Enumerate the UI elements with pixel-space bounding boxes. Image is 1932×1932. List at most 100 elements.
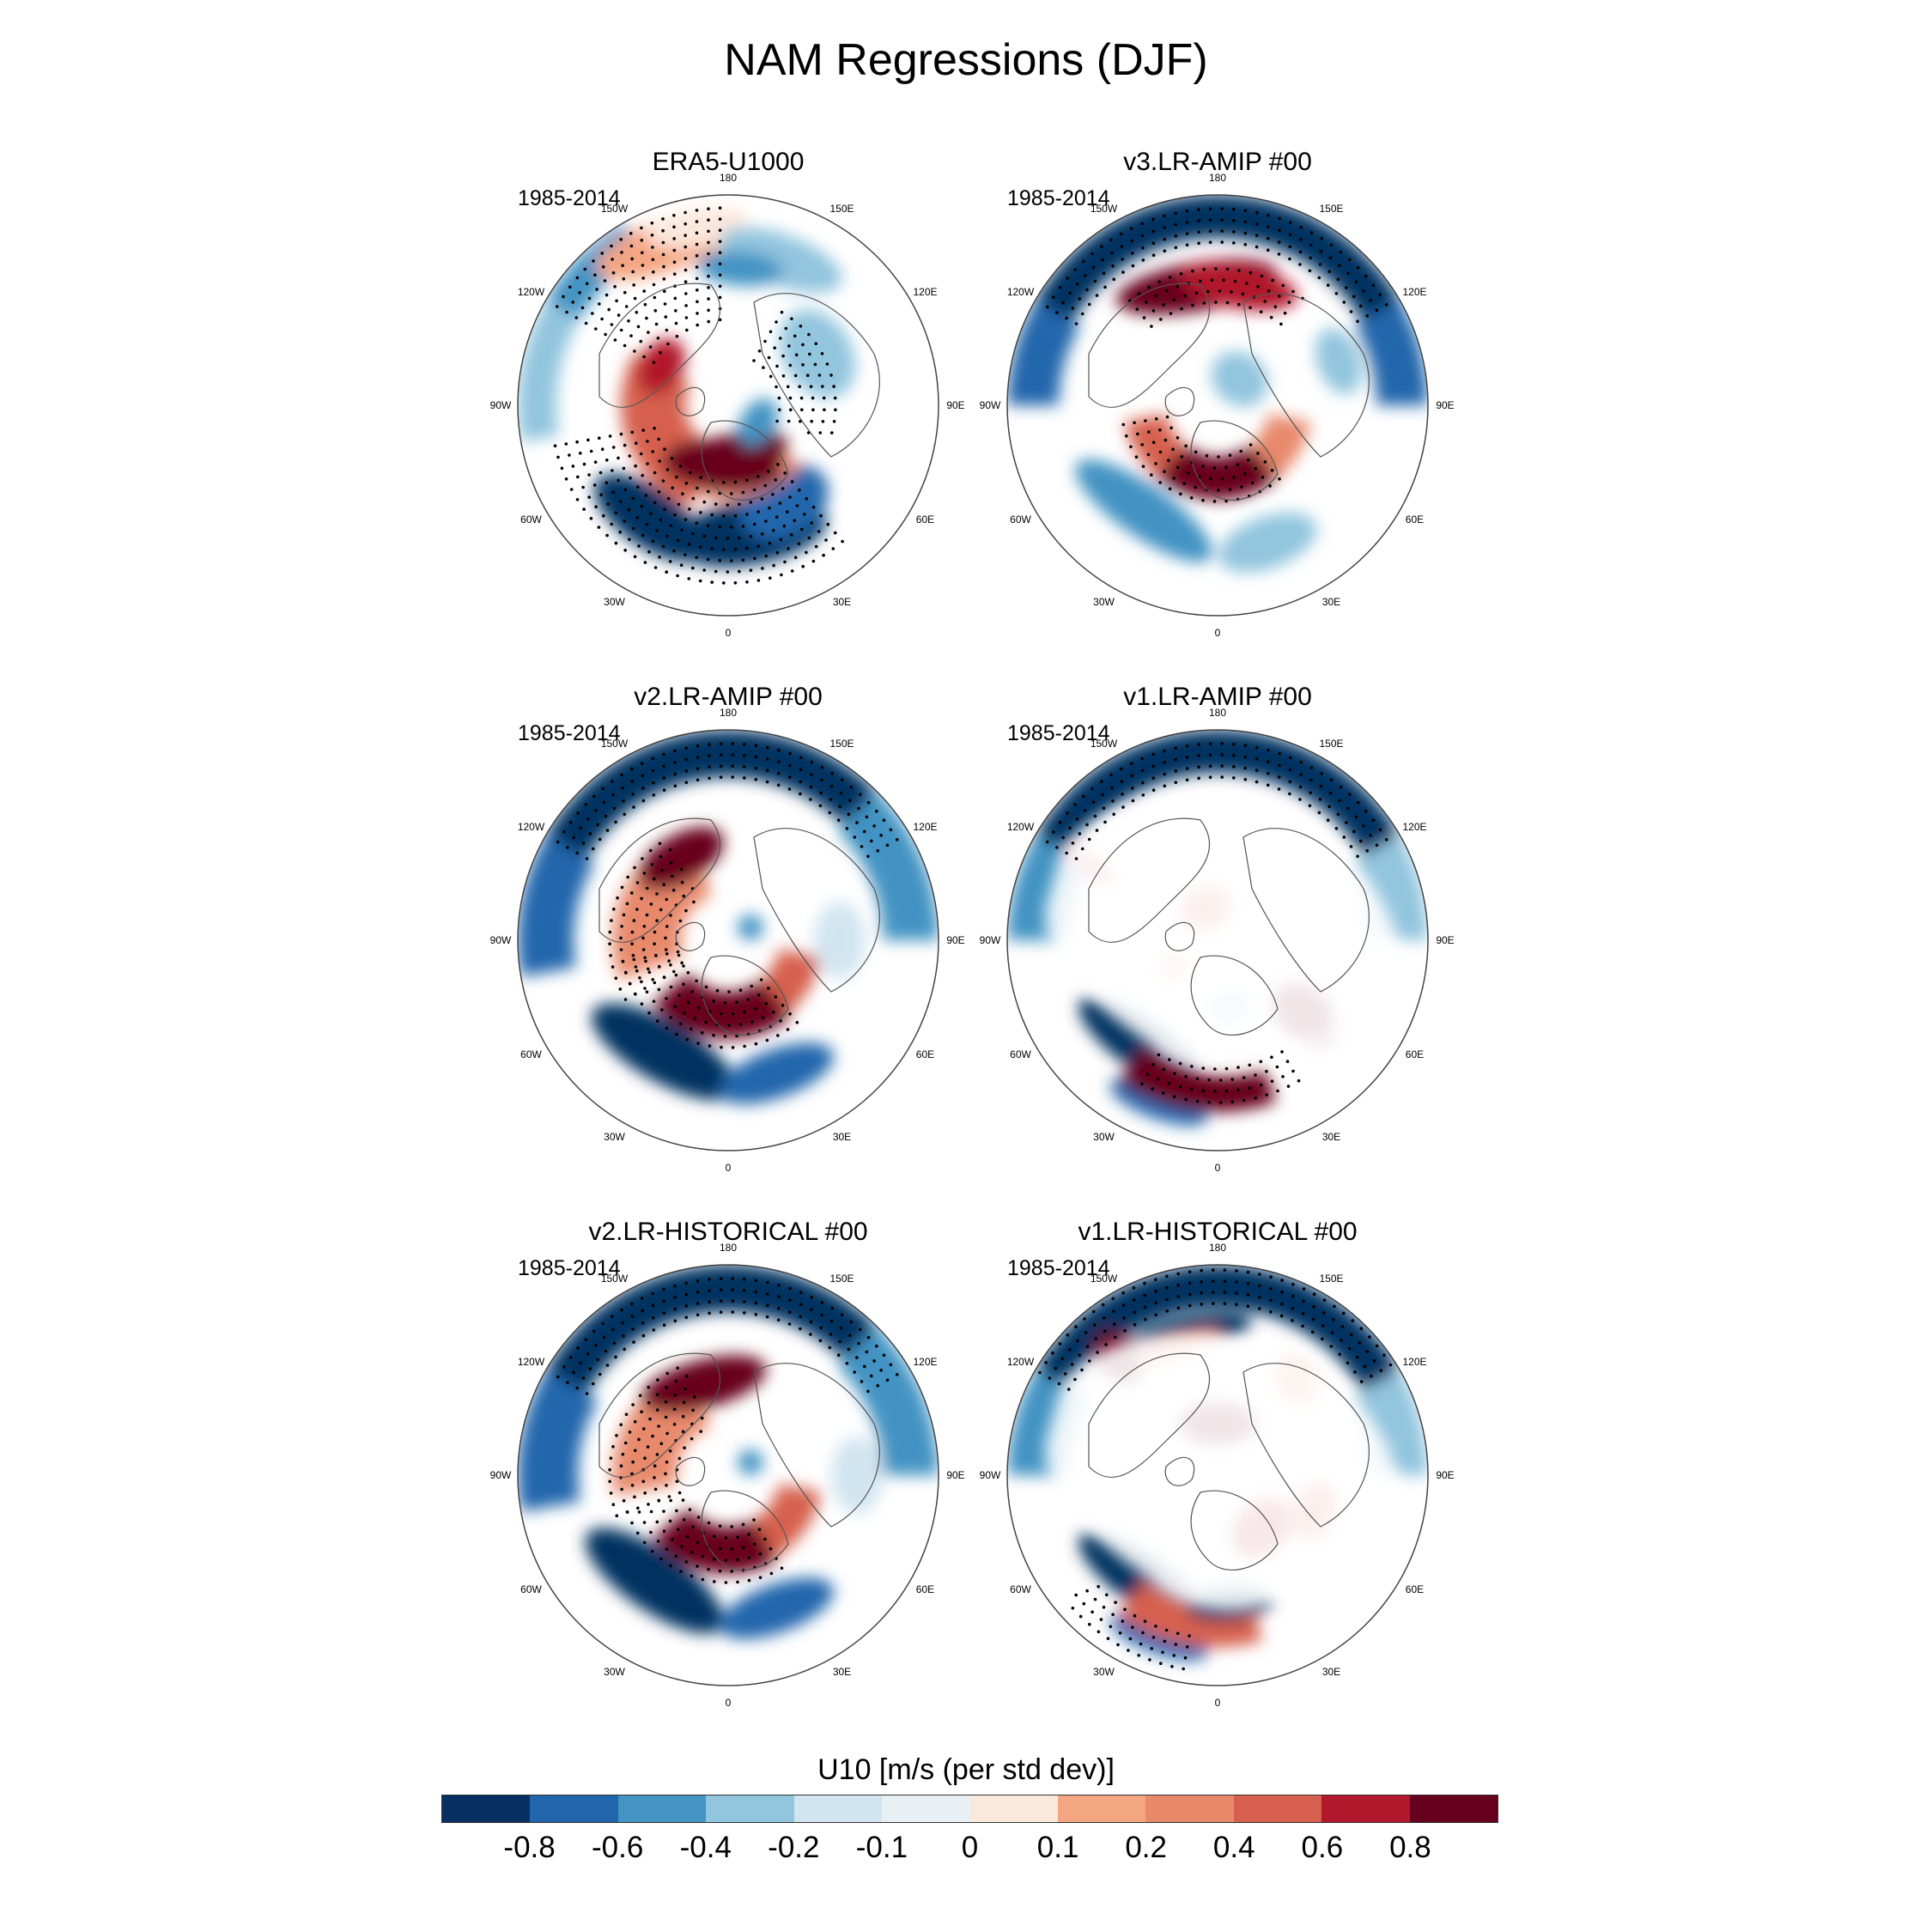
significance-stipple xyxy=(608,841,696,1001)
longitude-label: 30E xyxy=(832,1666,852,1679)
longitude-label: 30W xyxy=(604,1131,625,1144)
contour-band xyxy=(518,835,595,977)
map-boundary xyxy=(517,194,939,617)
significance-stipple xyxy=(1140,1050,1301,1104)
contour-blob xyxy=(585,1528,724,1634)
longitude-label: 150E xyxy=(829,1272,854,1285)
longitude-label: 90W xyxy=(979,1469,1001,1481)
panel-title: v3.LR-AMIP #00 xyxy=(1123,148,1312,176)
contour-blob xyxy=(737,1449,763,1475)
longitude-label: 30E xyxy=(832,596,852,609)
panel-title: v2.LR-AMIP #00 xyxy=(634,683,823,711)
longitude-label: 150W xyxy=(1090,202,1118,215)
significance-stipple xyxy=(556,742,899,860)
longitude-label: 120W xyxy=(1006,285,1035,298)
significance-stipple xyxy=(1045,742,1388,860)
longitude-label: 120E xyxy=(1402,1355,1427,1368)
coastlines xyxy=(1088,1352,1370,1571)
longitude-label: 150W xyxy=(1090,737,1118,750)
significance-stipple xyxy=(1038,1268,1393,1391)
panel-title: v1.LR-HISTORICAL #00 xyxy=(1078,1218,1358,1246)
longitude-label: 120W xyxy=(1006,820,1035,833)
coastlines xyxy=(598,283,880,501)
longitude-label: 90W xyxy=(489,934,512,946)
contour-band xyxy=(1035,195,1218,322)
polar-map xyxy=(517,1264,939,1686)
longitude-label: 30E xyxy=(1321,596,1341,609)
polar-map xyxy=(1006,729,1429,1151)
longitude-label: 150E xyxy=(829,737,854,750)
contour-blob xyxy=(663,439,783,492)
longitude-label: 60E xyxy=(1405,513,1425,526)
polar-map xyxy=(517,194,939,617)
longitude-label: 180 xyxy=(1208,172,1227,184)
coastlines xyxy=(598,1352,880,1571)
missing-region xyxy=(1045,798,1402,1077)
longitude-label: 60E xyxy=(1405,1583,1425,1595)
contour-band xyxy=(545,1265,728,1394)
longitude-label: 90E xyxy=(946,934,965,946)
missing-region xyxy=(1045,1333,1402,1612)
contour-field xyxy=(518,730,939,1104)
longitude-label: 150E xyxy=(1319,1272,1344,1285)
colorbar-tick-label: 0 xyxy=(961,1831,979,1864)
contour-blob xyxy=(1075,459,1212,562)
contour-blob xyxy=(1218,512,1317,573)
colorbar-bin xyxy=(617,1795,707,1822)
contour-blob xyxy=(719,1042,834,1104)
longitude-label: 0 xyxy=(725,1697,732,1709)
contour-band xyxy=(837,791,939,940)
contour-band xyxy=(728,730,878,825)
period-label: 1985-2014 xyxy=(1007,1256,1110,1280)
contour-field xyxy=(1007,730,1428,1126)
contour-blob xyxy=(637,338,685,395)
period-label: 1985-2014 xyxy=(518,1256,621,1280)
longitude-label: 0 xyxy=(725,627,732,639)
longitude-label: 150W xyxy=(600,1272,629,1285)
longitude-label: 180 xyxy=(719,1242,738,1254)
longitude-label: 120W xyxy=(517,820,545,833)
colorbar-tick-label: -0.1 xyxy=(855,1831,908,1864)
contour-blob xyxy=(831,1437,883,1514)
contour-field xyxy=(1007,1265,1428,1671)
contour-band xyxy=(1035,1265,1218,1392)
polar-map xyxy=(517,729,939,1151)
longitude-label: 120W xyxy=(517,285,545,298)
longitude-label: 120E xyxy=(913,285,938,298)
longitude-label: 60W xyxy=(1010,1583,1031,1595)
panel-title: v2.LR-HISTORICAL #00 xyxy=(588,1218,868,1246)
colorbar-bin xyxy=(793,1795,883,1822)
contour-field xyxy=(518,206,880,585)
longitude-label: 90E xyxy=(1436,1469,1455,1481)
contour-blob xyxy=(814,902,866,979)
map-boundary xyxy=(1006,1264,1429,1686)
longitude-label: 180 xyxy=(1208,1242,1227,1254)
contour-band xyxy=(1007,300,1080,405)
colorbar-bin xyxy=(1233,1795,1322,1822)
coastlines xyxy=(598,817,880,1036)
contour-blob xyxy=(737,914,763,940)
longitude-label: 90W xyxy=(489,1469,512,1481)
longitude-label: 30W xyxy=(1093,596,1115,609)
longitude-label: 150E xyxy=(1319,202,1344,215)
significance-stipple xyxy=(608,1366,704,1517)
longitude-label: 90E xyxy=(1436,934,1455,946)
map-boundary xyxy=(517,1264,939,1686)
contour-band xyxy=(1035,730,1218,857)
longitude-label: 90W xyxy=(979,934,1001,946)
contour-blob xyxy=(1179,263,1298,311)
longitude-label: 60W xyxy=(1010,513,1031,526)
colorbar-bin xyxy=(1057,1795,1146,1822)
longitude-label: 0 xyxy=(725,1162,732,1174)
polar-map xyxy=(1006,194,1429,617)
longitude-label: 90E xyxy=(1436,399,1455,411)
colorbar-bin xyxy=(1145,1795,1234,1822)
figure-title: NAM Regressions (DJF) xyxy=(724,35,1208,85)
contour-band xyxy=(652,1508,778,1574)
contour-band xyxy=(652,973,792,1039)
significance-stipple xyxy=(625,1498,784,1584)
contour-blob xyxy=(738,398,778,447)
panel-title: v1.LR-AMIP #00 xyxy=(1123,683,1312,711)
longitude-label: 30W xyxy=(1093,1666,1115,1679)
longitude-label: 30W xyxy=(1093,1131,1115,1144)
